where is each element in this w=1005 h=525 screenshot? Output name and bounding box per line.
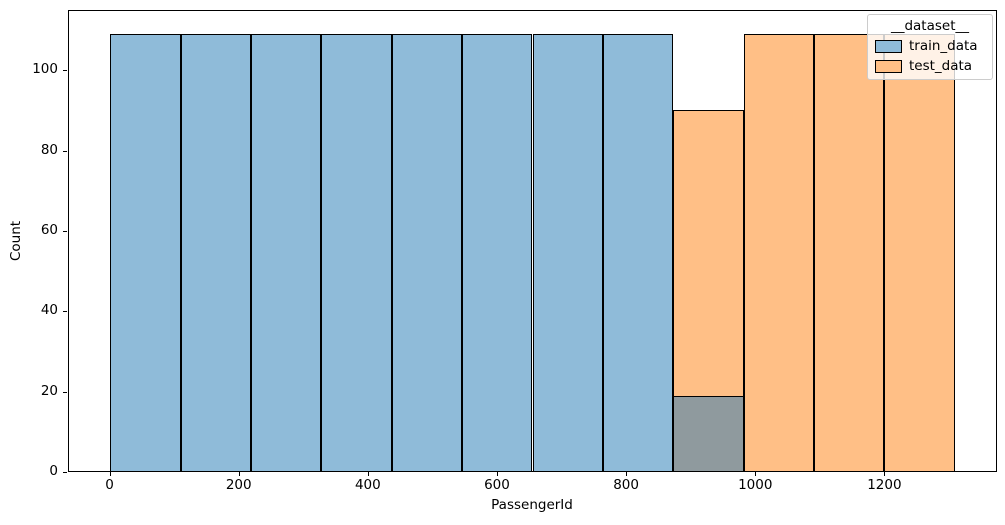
x-tick-label-1000: 1000 — [738, 477, 773, 493]
x-tick-label-400: 400 — [354, 477, 381, 493]
y-tick-mark-20 — [63, 391, 67, 393]
x-tick-mark-800 — [626, 472, 628, 476]
bar-train_data-bin-5 — [462, 34, 533, 472]
y-tick-mark-100 — [63, 70, 67, 72]
y-tick-label-60: 60 — [40, 221, 58, 238]
bar-train_data-bin-1 — [180, 34, 251, 472]
legend-swatch-test-data — [875, 59, 902, 73]
x-tick-label-0: 0 — [105, 477, 114, 493]
x-tick-label-600: 600 — [484, 477, 510, 493]
x-tick-label-800: 800 — [613, 477, 639, 493]
y-tick-mark-0 — [63, 472, 67, 473]
x-tick-mark-600 — [496, 472, 498, 476]
bar-test_data-bin-11 — [884, 34, 955, 472]
legend: __dataset__ train_data test_data — [867, 14, 993, 80]
y-tick-label-100: 100 — [32, 61, 58, 78]
x-tick-label-1200: 1200 — [867, 477, 902, 493]
bar-train_data-bin-7 — [602, 34, 674, 472]
x-tick-mark-0 — [109, 472, 111, 476]
y-tick-label-80: 80 — [40, 141, 58, 158]
x-tick-mark-1200 — [884, 472, 886, 476]
y-tick-mark-40 — [63, 311, 67, 313]
bar-train_data-bin-6 — [532, 34, 603, 472]
x-tick-mark-200 — [238, 472, 240, 476]
y-tick-label-0: 0 — [49, 463, 58, 479]
x-tick-label-200: 200 — [225, 477, 252, 493]
bar-train_data-bin-0 — [110, 34, 181, 472]
legend-entry-test-data: test_data — [875, 58, 985, 74]
y-tick-label-20: 20 — [40, 382, 58, 399]
bar-test_data-bin-10 — [814, 34, 885, 472]
x-axis-label: PassengerId — [491, 497, 573, 513]
bar-train_data-bin-3 — [321, 34, 392, 472]
legend-entry-train-data: train_data — [875, 38, 985, 54]
legend-label-test-data: test_data — [909, 58, 973, 74]
bars-layer — [68, 10, 997, 472]
y-tick-label-40: 40 — [40, 302, 58, 319]
y-tick-mark-60 — [63, 230, 67, 232]
legend-label-train-data: train_data — [909, 38, 978, 54]
y-tick-mark-80 — [63, 150, 67, 152]
bar-train_data-bin-8 — [673, 395, 744, 472]
bar-test_data-bin-9 — [743, 34, 814, 472]
x-tick-mark-400 — [367, 472, 369, 476]
plot-area: __dataset__ train_data test_data — [68, 10, 997, 472]
x-tick-mark-1000 — [755, 472, 757, 476]
bar-train_data-bin-4 — [391, 34, 463, 472]
legend-swatch-train-data — [875, 39, 902, 53]
legend-title: __dataset__ — [890, 18, 970, 34]
